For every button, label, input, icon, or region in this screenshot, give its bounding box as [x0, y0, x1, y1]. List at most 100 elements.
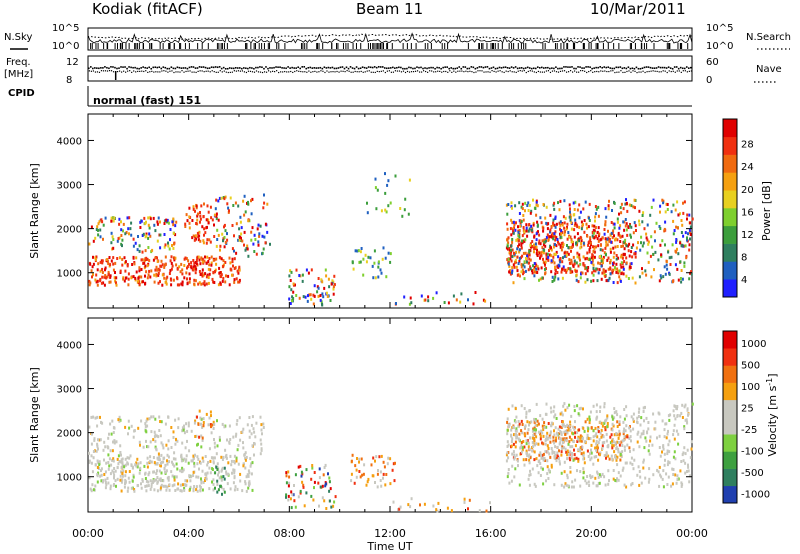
heatmap-cell [613, 407, 616, 411]
heatmap-cell [614, 442, 617, 446]
freq-point [172, 67, 175, 70]
heatmap-cell [238, 278, 241, 282]
heatmap-cell [514, 407, 517, 411]
heatmap-cell [597, 205, 600, 209]
nave-point [501, 71, 503, 73]
heatmap-cell [664, 243, 666, 247]
heatmap-cell [610, 433, 613, 437]
heatmap-cell [194, 419, 197, 423]
heatmap-cell [238, 268, 241, 272]
heatmap-cell [522, 251, 525, 255]
freq-point [609, 67, 612, 69]
heatmap-cell [536, 265, 539, 269]
nave-point [121, 71, 123, 73]
nave-point [282, 71, 284, 73]
heatmap-cell [661, 450, 663, 454]
freq-point [261, 66, 263, 69]
heatmap-cell [614, 245, 617, 249]
heatmap-cell [583, 243, 586, 247]
heatmap-cell [432, 504, 435, 508]
heatmap-cell [606, 237, 609, 241]
freq-point [301, 66, 304, 68]
heatmap-cell [206, 273, 209, 277]
heatmap-cell [129, 227, 132, 231]
heatmap-cell [126, 489, 129, 493]
heatmap-cell [550, 234, 553, 237]
freq-point [253, 67, 255, 70]
nave-point [630, 71, 632, 73]
heatmap-cell [122, 222, 125, 226]
heatmap-cell [660, 475, 663, 479]
heatmap-cell [647, 260, 650, 264]
heatmap-cell [605, 456, 607, 460]
nave-point [539, 71, 541, 73]
heatmap-cell [149, 459, 152, 463]
heatmap-cell [259, 415, 262, 419]
heatmap-cell [682, 201, 684, 205]
heatmap-cell [127, 277, 130, 281]
heatmap-cell [468, 498, 471, 502]
heatmap-cell [543, 426, 546, 430]
heatmap-cell [112, 440, 114, 444]
heatmap-cell [546, 227, 549, 231]
nave-point [588, 70, 590, 73]
heatmap-cell [322, 473, 325, 477]
heatmap-cell [310, 268, 313, 272]
heatmap-cell [545, 239, 547, 243]
heatmap-cell [217, 488, 220, 492]
heatmap-cell [576, 431, 579, 435]
nave-point [650, 70, 652, 72]
heatmap-cell [244, 458, 247, 462]
heatmap-cell [537, 471, 540, 475]
heatmap-cell [482, 298, 485, 302]
heatmap-cell [568, 424, 571, 428]
nave-point [652, 70, 654, 72]
freq-point [377, 66, 380, 68]
heatmap-cell [208, 257, 211, 260]
heatmap-cell [589, 258, 591, 262]
heatmap-cell [208, 447, 211, 451]
heatmap-cell [126, 456, 129, 460]
heatmap-cell [533, 417, 536, 421]
heatmap-cell [506, 244, 509, 248]
heatmap-cell [593, 229, 596, 233]
heatmap-cell [238, 238, 241, 242]
heatmap-cell [184, 446, 187, 450]
heatmap-cell [123, 465, 126, 469]
freq-point [649, 66, 652, 69]
heatmap-cell [510, 244, 513, 248]
freq-point [685, 66, 688, 68]
heatmap-cell [574, 221, 577, 225]
nave-point [525, 71, 527, 74]
nave-point [139, 70, 141, 72]
heatmap-cell [637, 415, 640, 418]
heatmap-cell [586, 278, 589, 282]
heatmap-cell [563, 251, 566, 255]
heatmap-cell [536, 419, 539, 423]
heatmap-cell [539, 277, 542, 281]
heatmap-cell [114, 469, 117, 473]
heatmap-cell [100, 467, 103, 471]
heatmap-cell [667, 460, 670, 464]
heatmap-cell [403, 295, 406, 299]
heatmap-cell [146, 264, 149, 268]
nave-point [233, 70, 235, 72]
heatmap-cell [633, 458, 636, 462]
heatmap-cell [171, 244, 173, 247]
freq-point [492, 66, 495, 69]
heatmap-cell [121, 463, 124, 467]
heatmap-cell [524, 251, 527, 255]
heatmap-cell [686, 420, 688, 424]
heatmap-cell [612, 261, 615, 265]
heatmap-cell [546, 233, 549, 237]
heatmap-cell [92, 456, 95, 460]
heatmap-cell [680, 219, 683, 222]
heatmap-cell [680, 460, 683, 463]
heatmap-cell [571, 453, 574, 457]
heatmap-cell [596, 267, 599, 271]
freq-point [383, 67, 386, 69]
heatmap-cell [292, 297, 295, 300]
freq-point [657, 66, 660, 68]
heatmap-cell [577, 448, 580, 452]
